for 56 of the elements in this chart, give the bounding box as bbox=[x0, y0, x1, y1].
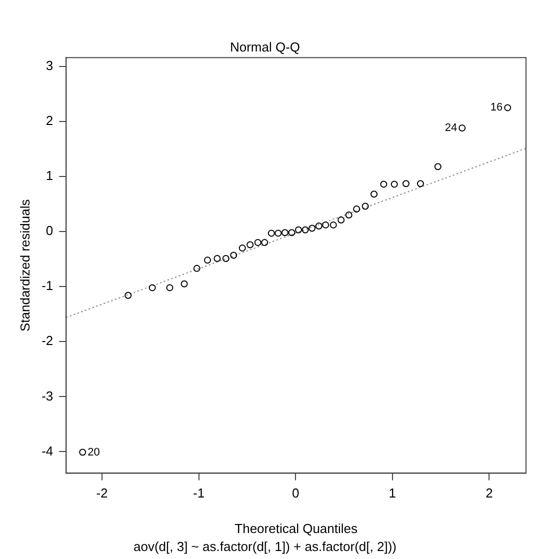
point bbox=[330, 221, 337, 228]
point bbox=[246, 241, 254, 248]
point bbox=[261, 239, 268, 246]
point bbox=[434, 163, 442, 170]
point bbox=[380, 180, 388, 188]
point bbox=[254, 239, 262, 246]
annotation: 20 bbox=[88, 446, 100, 458]
point bbox=[370, 190, 378, 198]
point bbox=[230, 252, 238, 259]
x-tick-label: -1 bbox=[193, 486, 205, 501]
y-tick-label: -1 bbox=[42, 278, 54, 294]
point bbox=[204, 256, 211, 264]
x-axis-title: Theoretical Quantiles bbox=[234, 521, 358, 536]
point bbox=[322, 221, 330, 228]
point bbox=[295, 226, 302, 234]
y-tick-label: -2 bbox=[42, 333, 54, 348]
text: aov(d[, 3] ~ as.factor(d[, 1]) + as.factor(d[, 2])) bbox=[134, 538, 396, 554]
point bbox=[238, 244, 246, 252]
point bbox=[338, 216, 345, 224]
y-tick-label: 3 bbox=[46, 58, 54, 73]
point bbox=[268, 230, 275, 237]
point bbox=[302, 226, 309, 234]
x-tick-label: 0 bbox=[292, 486, 300, 501]
y-tick-label: -3 bbox=[42, 388, 54, 404]
point bbox=[288, 229, 296, 236]
annotation: 16 bbox=[490, 102, 503, 114]
point bbox=[353, 205, 360, 212]
point bbox=[504, 104, 512, 112]
chart-title: Normal Q-Q bbox=[230, 39, 300, 54]
point bbox=[180, 280, 188, 288]
point bbox=[345, 212, 352, 219]
annotation: 24 bbox=[444, 122, 458, 134]
y-tick-label: 1 bbox=[46, 168, 54, 184]
point bbox=[222, 255, 230, 262]
y-tick-label: 0 bbox=[46, 223, 54, 238]
y-tick-label: 2 bbox=[46, 113, 54, 128]
x-tick-label: -2 bbox=[96, 486, 108, 501]
y-axis-title: Standardized residuals bbox=[17, 198, 32, 332]
point bbox=[79, 448, 86, 456]
point bbox=[281, 229, 288, 236]
x-tick-label: 2 bbox=[486, 486, 493, 501]
point bbox=[308, 224, 316, 232]
point bbox=[315, 222, 322, 230]
point bbox=[402, 180, 410, 188]
point bbox=[193, 264, 200, 272]
point bbox=[148, 284, 156, 292]
y-tick-label: -4 bbox=[42, 443, 54, 458]
point bbox=[166, 284, 174, 292]
point bbox=[390, 180, 398, 188]
point bbox=[458, 124, 466, 132]
x-tick-label: 1 bbox=[388, 486, 396, 501]
point bbox=[214, 255, 221, 262]
point bbox=[274, 230, 282, 237]
point bbox=[362, 202, 369, 210]
point bbox=[124, 292, 132, 299]
point bbox=[416, 180, 424, 188]
